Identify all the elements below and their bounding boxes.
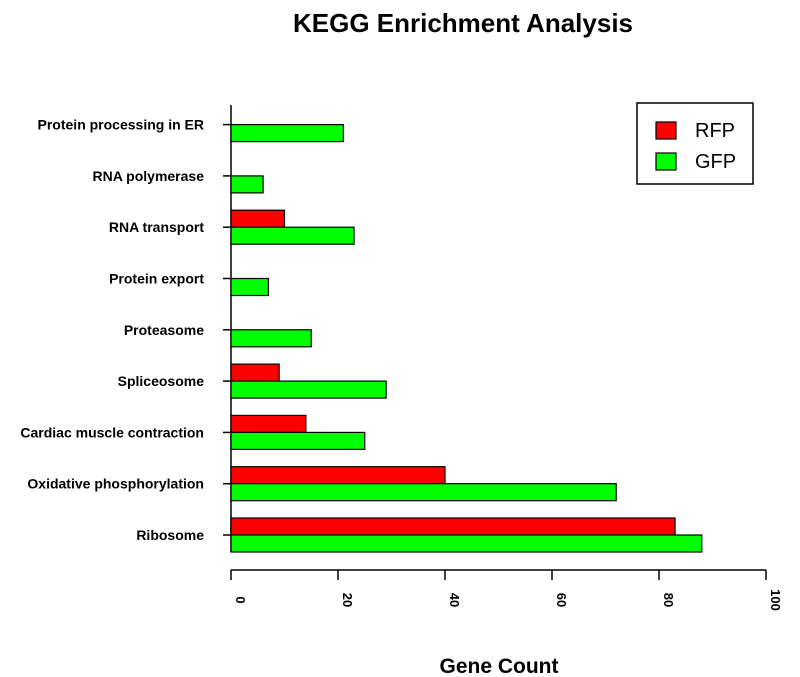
bar-gfp [230, 483, 617, 502]
legend-label: GFP [695, 151, 736, 173]
category-label: Spliceosome [118, 373, 205, 389]
bar-rfp [230, 517, 676, 536]
category-label: Protein export [109, 271, 204, 287]
bar-gfp [230, 123, 344, 143]
bar-rfp [230, 466, 446, 485]
bar-rfp [230, 414, 307, 433]
category-label: Cardiac muscle contraction [20, 424, 204, 440]
bar-gfp [230, 534, 703, 553]
bar-gfp [230, 380, 387, 399]
legend-swatch-rfp [655, 121, 677, 140]
bar-gfp [230, 329, 312, 348]
x-tick-label: 0 [233, 596, 248, 603]
bar-rfp [230, 209, 286, 228]
category-label: RNA transport [109, 219, 204, 235]
category-label: Proteasome [124, 322, 204, 338]
bar-gfp [230, 431, 366, 450]
legend: RFP GFP [636, 102, 754, 185]
category-label: RNA polymerase [92, 168, 204, 184]
legend-label: RFP [695, 120, 735, 142]
chart-title: KEGG Enrichment Analysis [293, 8, 633, 38]
x-tick-label: 80 [661, 593, 676, 607]
x-axis-title: Gene Count [440, 655, 559, 677]
x-tick-label: 20 [340, 593, 355, 607]
x-tick-label: 100 [768, 589, 783, 611]
x-tick-label: 40 [447, 593, 462, 607]
bar-gfp [230, 175, 264, 194]
category-label: Oxidative phosphorylation [27, 476, 204, 492]
plot-area: Ribosome Oxidative phosphorylation Cardiac… [20, 105, 783, 611]
bar-gfp [230, 226, 355, 245]
bar-rfp [230, 363, 280, 382]
category-label: Protein processing in ER [38, 117, 204, 133]
legend-swatch-gfp [655, 152, 677, 171]
bar-gfp [230, 277, 270, 297]
category-label: Ribosome [136, 527, 204, 543]
x-tick-label: 60 [554, 593, 569, 607]
